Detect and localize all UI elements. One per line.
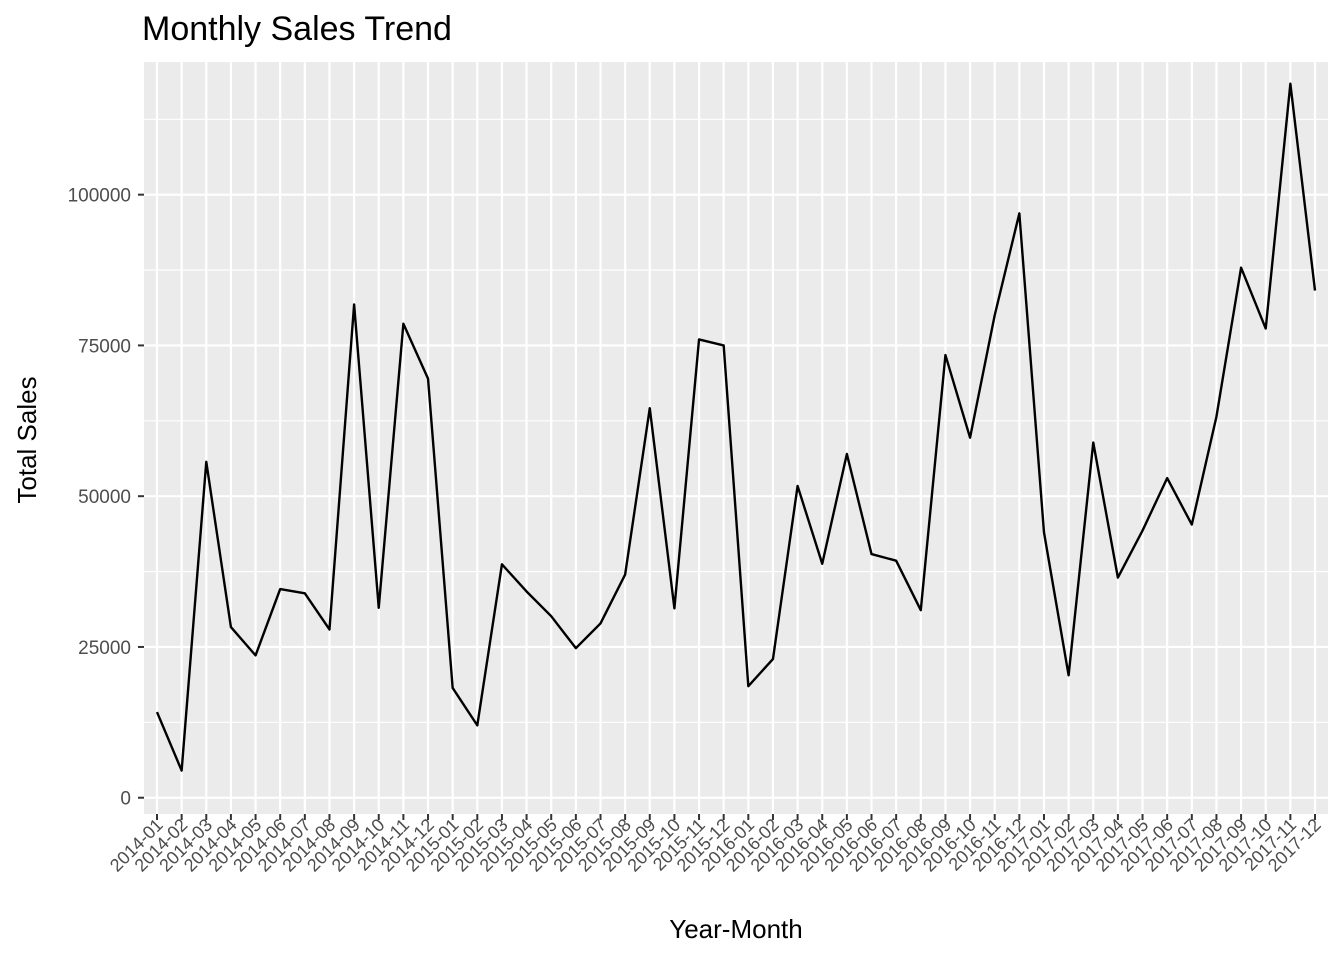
chart-title: Monthly Sales Trend	[142, 10, 452, 48]
y-tick-label: 50000	[78, 487, 131, 508]
y-tick-label: 75000	[78, 336, 131, 357]
y-tick-label: 25000	[78, 638, 131, 659]
y-tick-label: 100000	[68, 186, 131, 207]
x-axis-title: Year-Month	[669, 914, 802, 944]
y-axis: 0 25000 50000 75000 100000	[68, 186, 144, 810]
series-line	[155, 82, 1317, 772]
plot-panel	[144, 62, 1328, 814]
y-axis-title: Total Sales	[12, 376, 42, 503]
minor-gridlines	[144, 118, 1328, 723]
y-tick-label: 0	[120, 789, 131, 810]
x-axis: 2014-012014-022014-032014-042014-052014-…	[106, 814, 1325, 876]
